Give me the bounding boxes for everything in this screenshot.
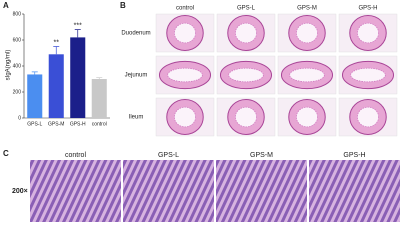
error-bar [74,29,81,38]
column-header: GPS-M [297,6,317,12]
column-header: control [65,152,86,159]
error-bar [96,77,103,79]
row-label: Ileum [129,115,144,121]
figure: A B C sIgA(ng/ml) 200× 0 200 400 600 800 GPS-… [3,1,400,222]
column-header: control [176,6,194,12]
lumen [295,106,319,128]
histology-image [309,160,400,222]
lumen [356,106,380,128]
significance: *** [74,22,82,29]
column-header: GPS-H [343,152,365,159]
column-header: GPS-H [358,6,377,12]
y-axis-label: sIgA(ng/ml) [6,50,12,81]
row-label: Jejunum [125,73,148,79]
error-bar [53,46,60,55]
lumen [173,22,197,44]
y-tick-label: 400 [13,63,22,69]
panel-label: A [3,1,9,10]
error-bar [31,71,38,75]
page: A B C sIgA(ng/ml) 200× 0 200 400 600 800 GPS-… [3,1,400,222]
panel-label: B [120,1,126,10]
lumen [350,67,386,83]
row-label: Duodenum [121,31,150,37]
lumen [173,106,197,128]
panel-label: C [3,149,9,158]
x-tick-label: GPS-L [27,121,42,127]
magnification: 200× [12,188,28,195]
bar [70,37,86,118]
significance: ** [54,39,60,46]
lumen [167,67,203,83]
y-tick-label: 0 [18,115,21,121]
column-header: GPS-L [237,6,256,12]
lumen [356,22,380,44]
lumen [234,22,258,44]
y-tick-label: 600 [13,37,22,43]
x-tick-label: GPS-M [48,121,64,127]
lumen [234,106,258,128]
y-tick-label: 200 [13,89,22,95]
histology-image [30,160,121,222]
bar [27,74,43,118]
x-tick-label: control [92,121,107,127]
y-tick-label: 800 [13,11,22,17]
bar [48,54,64,118]
column-header: GPS-L [158,152,179,159]
histology-image [216,160,307,222]
lumen [289,67,325,83]
histology-image [123,160,214,222]
column-header: GPS-M [250,152,273,159]
lumen [295,22,319,44]
x-tick-label: GPS-H [70,121,86,127]
lumen [228,67,264,83]
bar [91,79,107,118]
